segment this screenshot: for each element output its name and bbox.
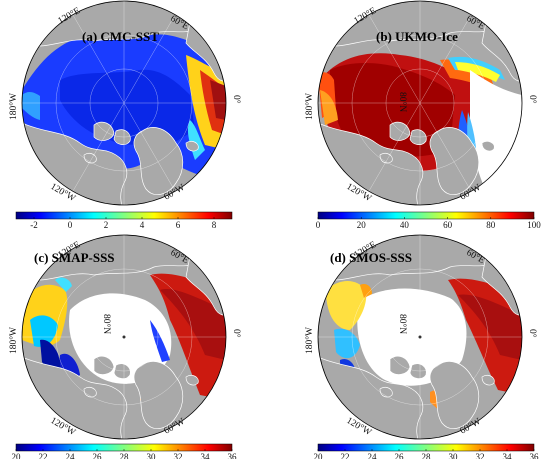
colorbar-a-tick-label: 4 (140, 220, 145, 230)
colorbar-a-gradient (15, 211, 233, 220)
map-a-outline (21, 0, 227, 206)
lon-0-label-a: 0° (231, 95, 242, 104)
lon-180w-label-c: 180°W (8, 327, 19, 354)
colorbar-d-tick-label: 34 (503, 452, 513, 459)
lon-180w-label-a: 180°W (8, 93, 19, 120)
colorbar-b-tick-label: 40 (400, 220, 410, 230)
map-c (22, 235, 226, 439)
colorbar-b: 0 20 40 60 80 100 (316, 211, 541, 230)
map-c-outline (21, 234, 227, 440)
colorbar-a: -2 0 2 4 6 8 (15, 211, 233, 230)
panel-d-title: (d) SMOS-SSS (330, 250, 412, 265)
panel-b: (b) UKMO-Ice 80°N 120°E 60°E 180°W 0° 12… (304, 0, 541, 230)
colorbar-a-tick-label: -2 (30, 220, 38, 230)
colorbar-d-tick-label: 22 (341, 452, 350, 459)
colorbar-d-tick-label: 28 (422, 452, 432, 459)
colorbar-c-tick-label: 26 (93, 452, 103, 459)
colorbar-b-tick-label: 80 (486, 220, 496, 230)
colorbar-a-tick-label: 0 (68, 220, 73, 230)
lat-label-c: 80°N (101, 314, 112, 334)
lon-0-label-d: 0° (527, 329, 538, 338)
colorbar-b-tick-label: 100 (527, 220, 541, 230)
colorbar-b-tick-label: 20 (357, 220, 367, 230)
colorbar-d-tick-label: 30 (449, 452, 459, 459)
colorbar-b-tick-label: 60 (443, 220, 453, 230)
colorbar-d-tick-label: 36 (530, 452, 540, 459)
colorbar-d-tick-label: 26 (395, 452, 405, 459)
colorbar-d-tick-label: 32 (476, 452, 485, 459)
colorbar-c-tick-label: 20 (12, 452, 22, 459)
panel-c: (c) SMAP-SSS 80°N 120°E 60°E 180°W 0° 12… (8, 234, 242, 459)
colorbar-c-tick-label: 36 (228, 452, 238, 459)
panel-a: (a) CMC-SST 120°E 60°E 180°W 0° 120°W 60… (8, 0, 242, 230)
colorbar-a-tick-label: 2 (104, 220, 109, 230)
colorbar-c-tick-label: 30 (147, 452, 157, 459)
colorbar-d-tick-label: 20 (314, 452, 324, 459)
panel-b-title: (b) UKMO-Ice (376, 29, 458, 44)
panel-d: (d) SMOS-SSS 80°N 120°E 60°E 180°W 0° 12… (304, 234, 540, 459)
colorbar-c-tick-label: 34 (201, 452, 211, 459)
panel-a-title: (a) CMC-SST (82, 29, 159, 44)
colorbar-a-tick-label: 6 (176, 220, 181, 230)
lon-180w-label-b: 180°W (304, 93, 315, 120)
map-d-outline (317, 234, 523, 440)
colorbar-a-tick-label: 8 (212, 220, 217, 230)
lon-180w-label-d: 180°W (304, 327, 315, 354)
colorbar-c: 20 22 24 26 28 30 32 34 36 (12, 443, 238, 459)
lon-0-label-c: 0° (231, 329, 242, 338)
colorbar-d-tick-label: 24 (368, 452, 378, 459)
colorbar-c-tick-label: 22 (39, 452, 48, 459)
colorbar-c-tick-label: 28 (120, 452, 130, 459)
colorbar-c-tick-label: 24 (66, 452, 76, 459)
lon-0-label-b: 0° (527, 95, 538, 104)
colorbar-d: 20 22 24 26 28 30 32 34 36 (314, 443, 540, 459)
colorbar-b-tick-label: 0 (316, 220, 321, 230)
map-b-outline (317, 0, 523, 206)
map-d (318, 235, 522, 439)
colorbar-c-tick-label: 32 (174, 452, 183, 459)
lat-label-d: 80°N (397, 314, 408, 334)
lat-label-b: 80°N (397, 92, 408, 112)
panel-c-title: (c) SMAP-SSS (34, 250, 115, 265)
colorbar-b-gradient (317, 211, 535, 220)
map-a (22, 1, 226, 205)
